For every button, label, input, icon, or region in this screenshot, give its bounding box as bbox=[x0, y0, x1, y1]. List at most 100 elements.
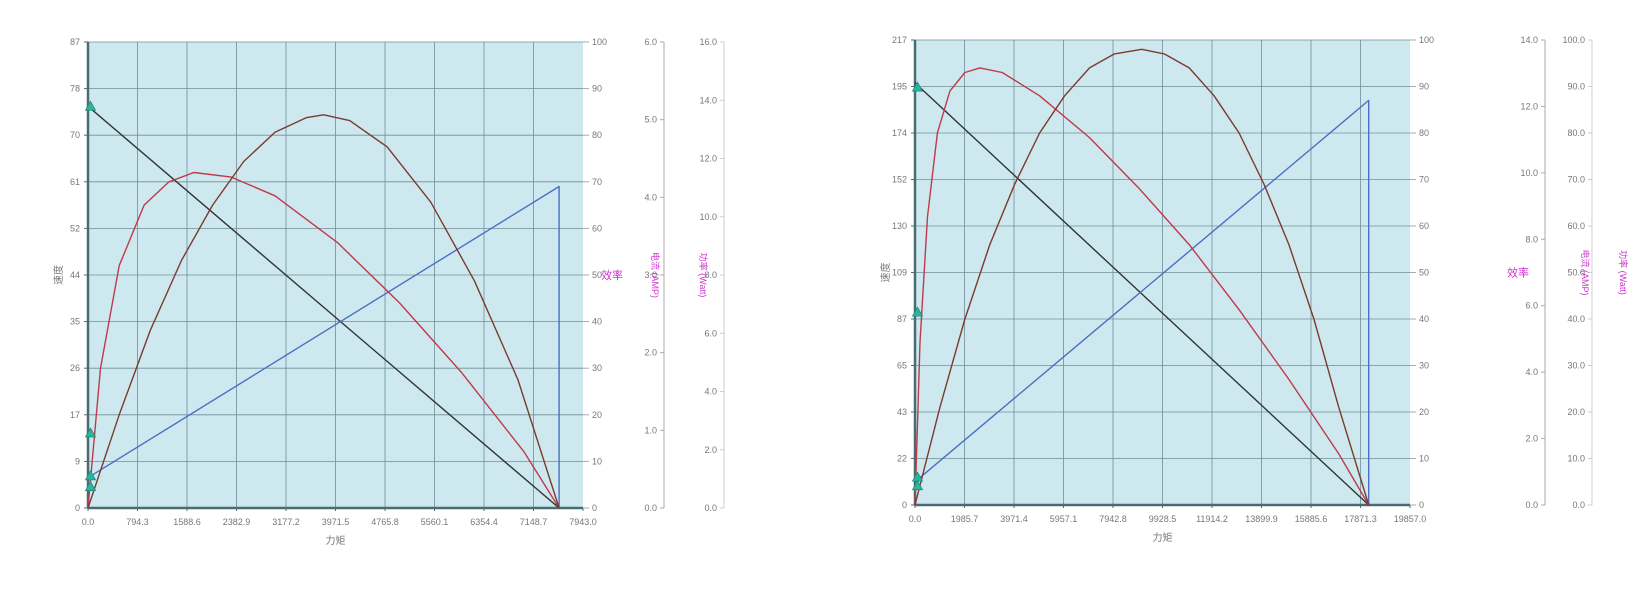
y-tick-label: 78 bbox=[70, 84, 80, 94]
y-tick-label: 9 bbox=[75, 456, 80, 466]
x-tick-label: 4765.8 bbox=[371, 517, 399, 527]
efficiency-tick-label: 60 bbox=[1419, 221, 1429, 231]
x-tick-label: 0.0 bbox=[909, 514, 922, 524]
efficiency-tick-label: 70 bbox=[1419, 175, 1429, 185]
triangle-marker bbox=[84, 427, 97, 438]
y-tick-label: 35 bbox=[70, 317, 80, 327]
efficiency-tick-label: 0 bbox=[592, 503, 597, 513]
current-tick-label: 8.0 bbox=[1525, 234, 1538, 244]
current-tick-label: 2.0 bbox=[1525, 434, 1538, 444]
efficiency-tick-label: 30 bbox=[592, 363, 602, 373]
efficiency-tick-label: 10 bbox=[1419, 454, 1429, 464]
series-速度 bbox=[914, 82, 1370, 506]
efficiency-tick-label: 60 bbox=[592, 223, 602, 233]
triangle-marker bbox=[911, 479, 924, 491]
series-效率 bbox=[87, 171, 560, 509]
current-tick-label: 3.0 bbox=[644, 270, 657, 280]
y-tick-label: 44 bbox=[70, 270, 80, 280]
x-axis-label: 力矩 bbox=[1153, 531, 1173, 544]
y-tick-label: 130 bbox=[892, 221, 907, 231]
x-tick-label: 11914.2 bbox=[1196, 514, 1228, 524]
y-tick-label: 195 bbox=[892, 82, 907, 92]
efficiency-tick-label: 40 bbox=[1419, 314, 1429, 324]
current-tick-label: 2.0 bbox=[644, 348, 657, 358]
x-tick-label: 0.0 bbox=[82, 517, 95, 527]
x-tick-label: 5560.1 bbox=[421, 517, 449, 527]
y-tick-label: 0 bbox=[75, 503, 80, 513]
efficiency-tick-label: 80 bbox=[592, 130, 602, 140]
power-axis-label: 功率 (Watt) bbox=[1618, 250, 1629, 295]
power-axis-label: 功率 (Watt) bbox=[698, 253, 709, 298]
triangle-marker bbox=[911, 306, 924, 317]
power-tick-label: 4.0 bbox=[704, 387, 717, 397]
y-tick-label: 52 bbox=[70, 223, 80, 233]
y-tick-label: 109 bbox=[892, 268, 907, 278]
power-tick-label: 14.0 bbox=[699, 95, 717, 105]
power-tick-label: 50.0 bbox=[1567, 268, 1585, 278]
efficiency-tick-label: 90 bbox=[1419, 82, 1429, 92]
chart-1: 0.0 794.3 1588.6 2382.9 3177.2 3971.5 4765.8 55… bbox=[52, 37, 725, 547]
grid bbox=[88, 41, 583, 508]
current-tick-label: 6.0 bbox=[1525, 301, 1538, 311]
power-tick-label: 0.0 bbox=[1572, 500, 1585, 510]
power-tick-label: 0.0 bbox=[704, 503, 717, 513]
y-tick-label: 0 bbox=[902, 500, 907, 510]
y-tick-label: 61 bbox=[70, 177, 80, 187]
x-tick-label: 17871.3 bbox=[1344, 514, 1377, 524]
efficiency-tick-label: 80 bbox=[1419, 128, 1429, 138]
triangle-marker bbox=[911, 81, 924, 92]
efficiency-tick-label: 70 bbox=[592, 177, 602, 187]
y-tick-label: 26 bbox=[70, 363, 80, 373]
triangle-marker bbox=[84, 100, 97, 111]
power-tick-label: 20.0 bbox=[1567, 407, 1585, 417]
y-tick-label: 65 bbox=[897, 361, 907, 371]
current-tick-label: 0.0 bbox=[1525, 500, 1538, 510]
efficiency-tick-label: 0 bbox=[1419, 500, 1424, 510]
efficiency-tick-label: 20 bbox=[1419, 407, 1429, 417]
y-axis-label: 速度 bbox=[52, 265, 65, 285]
x-tick-label: 3177.2 bbox=[272, 517, 300, 527]
x-tick-label: 1985.7 bbox=[951, 514, 979, 524]
x-tick-label: 3971.5 bbox=[322, 517, 350, 527]
current-tick-label: 0.0 bbox=[644, 503, 657, 513]
power-tick-label: 10.0 bbox=[1567, 454, 1585, 464]
current-tick-label: 1.0 bbox=[644, 425, 657, 435]
current-tick-label: 10.0 bbox=[1520, 168, 1538, 178]
y-tick-label: 87 bbox=[897, 314, 907, 324]
series-电流 bbox=[87, 185, 560, 508]
x-tick-label: 794.3 bbox=[126, 517, 149, 527]
y-tick-label: 43 bbox=[897, 407, 907, 417]
efficiency-tick-label: 10 bbox=[592, 456, 602, 466]
series-电流 bbox=[914, 99, 1370, 505]
triangle-marker bbox=[84, 480, 97, 491]
efficiency-tick-label: 40 bbox=[592, 317, 602, 327]
x-axis-label: 力矩 bbox=[326, 534, 346, 547]
y-tick-label: 22 bbox=[897, 454, 907, 464]
y-tick-label: 217 bbox=[892, 35, 907, 45]
triangle-marker bbox=[84, 470, 97, 481]
x-tick-label: 5957.1 bbox=[1050, 514, 1078, 524]
efficiency-axis-label: 效率 bbox=[601, 268, 623, 282]
x-tick-label: 13899.9 bbox=[1245, 514, 1278, 524]
y-axis-label: 速度 bbox=[879, 263, 892, 283]
power-tick-label: 30.0 bbox=[1567, 361, 1585, 371]
current-axis-label: 电流 (AMP) bbox=[650, 252, 661, 298]
series-功率 bbox=[87, 114, 560, 509]
current-tick-label: 4.0 bbox=[1525, 367, 1538, 377]
y-tick-label: 152 bbox=[892, 175, 907, 185]
current-tick-label: 5.0 bbox=[644, 115, 657, 125]
power-tick-label: 6.0 bbox=[704, 328, 717, 338]
power-tick-label: 12.0 bbox=[699, 154, 717, 164]
series-效率 bbox=[914, 67, 1370, 506]
efficiency-tick-label: 50 bbox=[1419, 268, 1429, 278]
x-tick-label: 7148.7 bbox=[520, 517, 548, 527]
x-tick-label: 7942.8 bbox=[1099, 514, 1127, 524]
efficiency-tick-label: 100 bbox=[1419, 35, 1434, 45]
series-速度 bbox=[87, 105, 560, 509]
current-tick-label: 6.0 bbox=[644, 37, 657, 47]
y-tick-label: 17 bbox=[70, 410, 80, 420]
current-tick-label: 12.0 bbox=[1520, 101, 1538, 111]
power-tick-label: 100.0 bbox=[1562, 35, 1585, 45]
power-tick-label: 80.0 bbox=[1567, 128, 1585, 138]
